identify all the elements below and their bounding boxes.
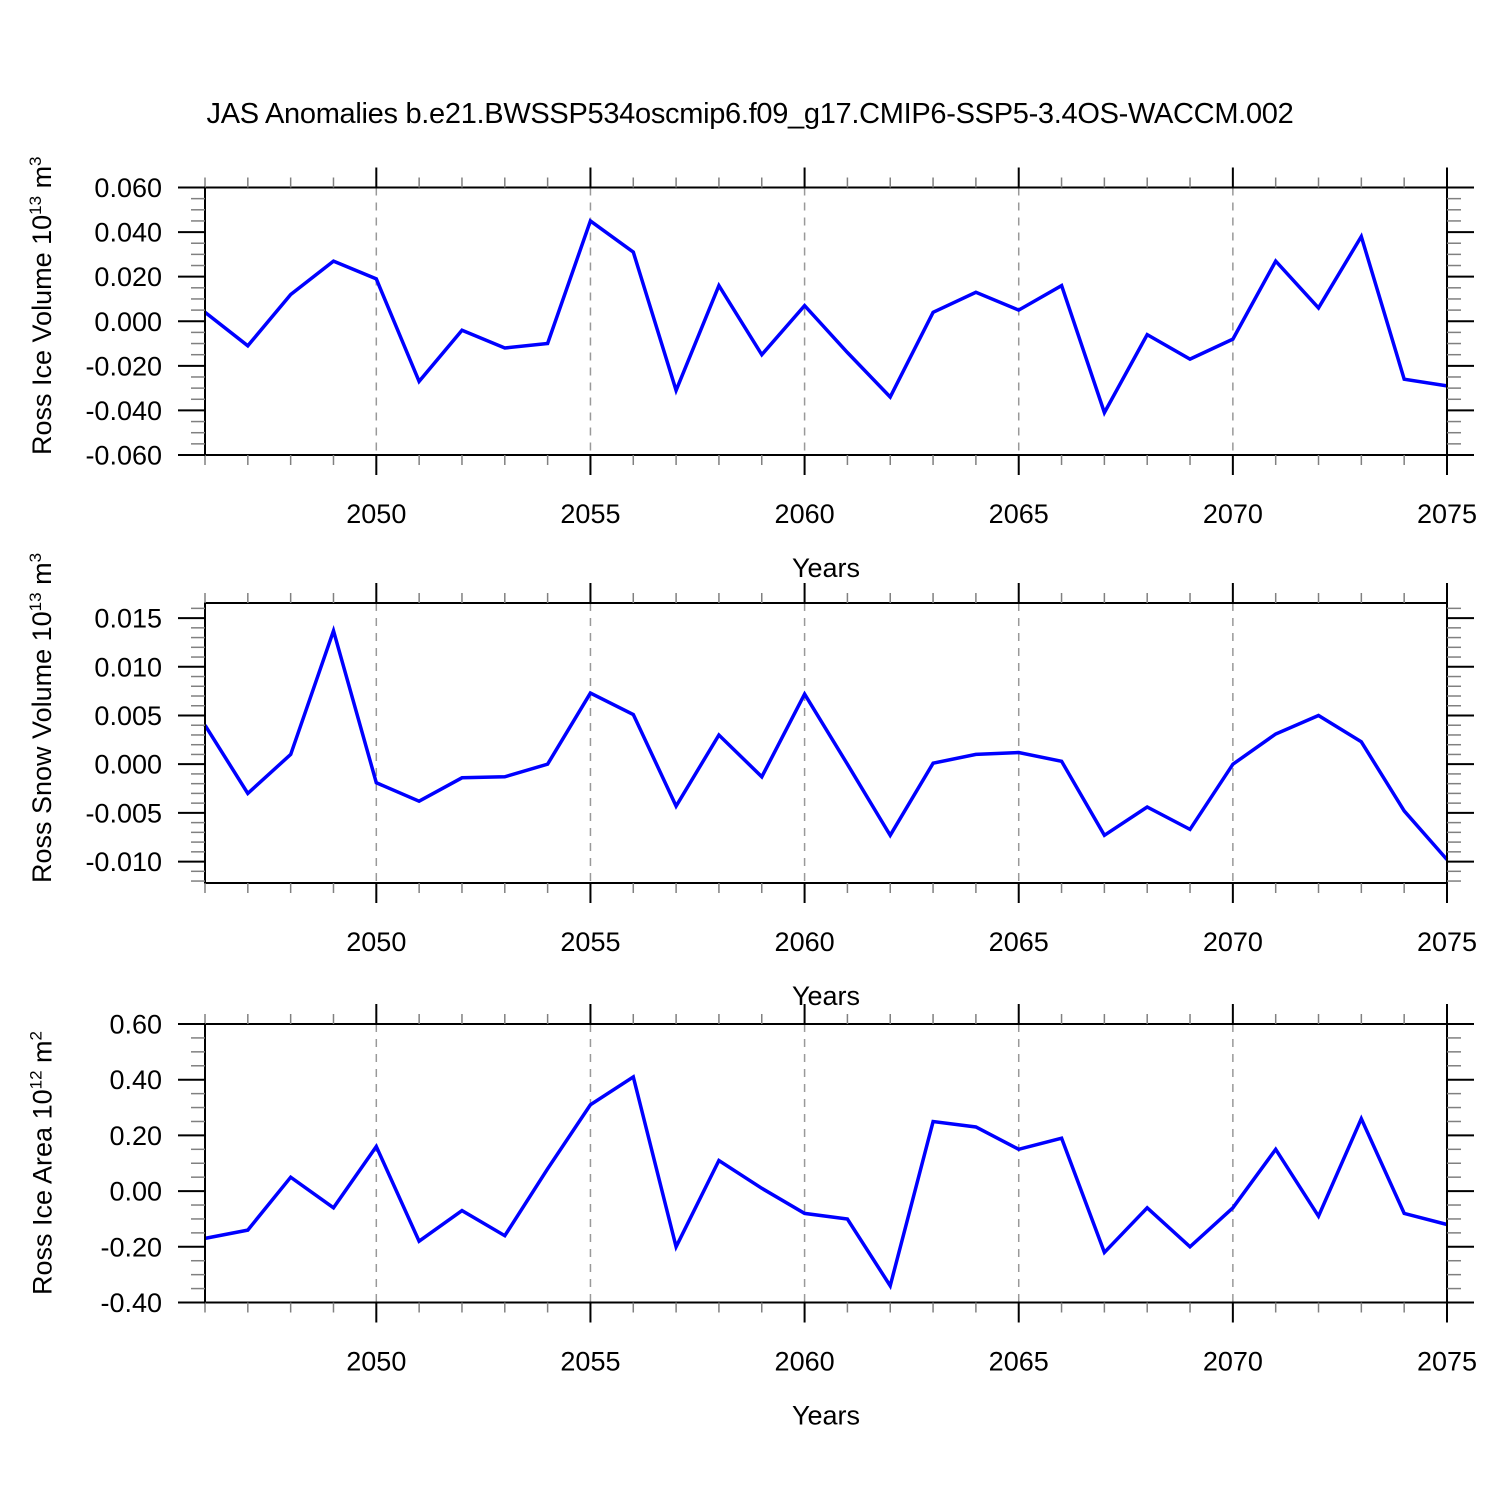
y-axis-label-ross-ice-volume: Ross Ice Volume 1013 m3 [22,156,62,455]
y-axis-label-text: Ross Ice Volume 10 [27,214,57,455]
y-tick-label: 0.000 [94,750,162,780]
x-tick-label: 2075 [1417,927,1477,957]
x-tick-label: 2075 [1417,1347,1477,1377]
x-tick-label: 2055 [560,499,620,529]
x-axis-label: Years [792,553,860,583]
x-tick-label: 2055 [560,1347,620,1377]
x-tick-label: 2075 [1417,499,1477,529]
y-tick-label: 0.20 [109,1121,162,1151]
plot-box [204,186,1448,456]
x-tick-label: 2050 [346,927,406,957]
x-tick-label: 2060 [775,1347,835,1377]
y-axis-label-unit-exponent: 3 [26,156,45,166]
y-axis-label-unit-exponent: 3 [26,552,45,563]
chart-title: JAS Anomalies b.e21.BWSSP534oscmip6.f09_… [206,98,1294,130]
y-tick-label: 0.020 [94,262,162,292]
y-axis-label-exponent: 13 [26,592,45,612]
x-tick-label: 2070 [1203,927,1263,957]
x-tick-label: 2070 [1203,499,1263,529]
x-tick-label: 2060 [775,927,835,957]
y-axis-label-ross-ice-area: Ross Ice Area 1012 m2 [23,1024,63,1303]
x-tick-label: 2065 [989,927,1049,957]
panel-1: 0.060 0.040 0.020 0.000 -0.020 -0.040 -0.060 20… [85,167,1477,583]
y-tick-label: 0.40 [109,1065,162,1095]
y-tick-label: 0.000 [94,307,162,337]
x-axis-label: Years [792,1401,860,1431]
y-axis-label-unit: m [27,165,57,196]
y-tick-label: 0.015 [94,604,162,634]
y-tick-label: 0.60 [109,1010,162,1040]
y-axis-label-exponent: 12 [26,1070,46,1090]
data-line-2 [203,624,1449,861]
data-line-3 [204,1074,1448,1291]
y-tick-label: -0.40 [100,1288,162,1318]
y-tick-label: 0.040 [94,218,162,248]
y-tick-label: -0.005 [85,798,162,828]
x-tick-label: 2060 [775,499,835,529]
y-axis-label-unit: m [27,562,57,593]
x-tick-label: 2070 [1203,1347,1263,1377]
x-tick-label: 2065 [989,499,1049,529]
y-tick-label: 0.00 [109,1177,162,1207]
y-axis-label-text: Ross Snow Volume 10 [27,611,57,883]
y-axis-label-unit-exponent: 2 [26,1031,46,1041]
x-tick-label: 2055 [560,927,620,957]
y-tick-label: 0.005 [94,701,162,731]
plot-box [204,1023,1448,1304]
y-tick-label: -0.010 [85,847,162,877]
y-tick-label: -0.20 [100,1232,162,1262]
y-axis-label-ross-snow-volume: Ross Snow Volume 1013 m3 [22,553,62,883]
data-line-1 [203,218,1448,417]
plot-box [204,602,1448,884]
y-tick-label: 0.010 [94,652,162,682]
panel-3: 0.60 0.40 0.20 0.00 -0.20 -0.40 2050 2055 2060 20… [100,1004,1477,1431]
y-axis-label-text: Ross Ice Area 10 [27,1089,58,1296]
y-tick-label: -0.040 [85,396,162,426]
x-tick-label: 2050 [346,499,406,529]
y-tick-label: 0.060 [94,173,162,203]
y-axis-label-unit: m [27,1040,58,1071]
x-tick-label: 2050 [346,1347,406,1377]
y-axis-label-exponent: 13 [26,195,45,215]
y-tick-label: -0.060 [85,441,162,471]
panel-2: 0.015 0.010 0.005 0.000 -0.005 -0.010 2050 2055… [85,583,1477,1011]
x-tick-label: 2065 [989,1347,1049,1377]
y-tick-label: -0.020 [85,351,162,381]
x-axis-label: Years [792,981,860,1011]
